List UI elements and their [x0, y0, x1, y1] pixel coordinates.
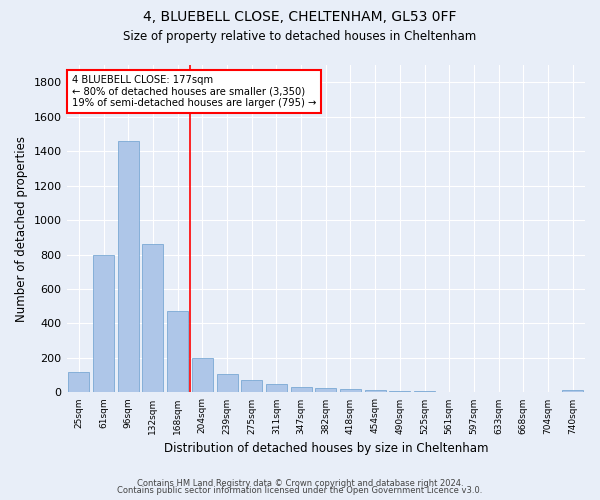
- Bar: [562, 390, 583, 392]
- Y-axis label: Number of detached properties: Number of detached properties: [15, 136, 28, 322]
- Bar: [192, 358, 213, 392]
- X-axis label: Distribution of detached houses by size in Cheltenham: Distribution of detached houses by size …: [164, 442, 488, 455]
- Bar: [93, 256, 114, 392]
- Bar: [340, 389, 361, 392]
- Bar: [118, 141, 139, 393]
- Bar: [365, 390, 386, 392]
- Text: 4, BLUEBELL CLOSE, CHELTENHAM, GL53 0FF: 4, BLUEBELL CLOSE, CHELTENHAM, GL53 0FF: [143, 10, 457, 24]
- Bar: [315, 388, 336, 392]
- Bar: [217, 374, 238, 392]
- Text: Contains public sector information licensed under the Open Government Licence v3: Contains public sector information licen…: [118, 486, 482, 495]
- Text: Contains HM Land Registry data © Crown copyright and database right 2024.: Contains HM Land Registry data © Crown c…: [137, 478, 463, 488]
- Bar: [167, 310, 188, 392]
- Bar: [414, 391, 435, 392]
- Text: 4 BLUEBELL CLOSE: 177sqm
← 80% of detached houses are smaller (3,350)
19% of sem: 4 BLUEBELL CLOSE: 177sqm ← 80% of detach…: [72, 75, 316, 108]
- Text: Size of property relative to detached houses in Cheltenham: Size of property relative to detached ho…: [124, 30, 476, 43]
- Bar: [290, 388, 311, 392]
- Bar: [266, 384, 287, 392]
- Bar: [142, 244, 163, 392]
- Bar: [68, 372, 89, 392]
- Bar: [389, 390, 410, 392]
- Bar: [241, 380, 262, 392]
